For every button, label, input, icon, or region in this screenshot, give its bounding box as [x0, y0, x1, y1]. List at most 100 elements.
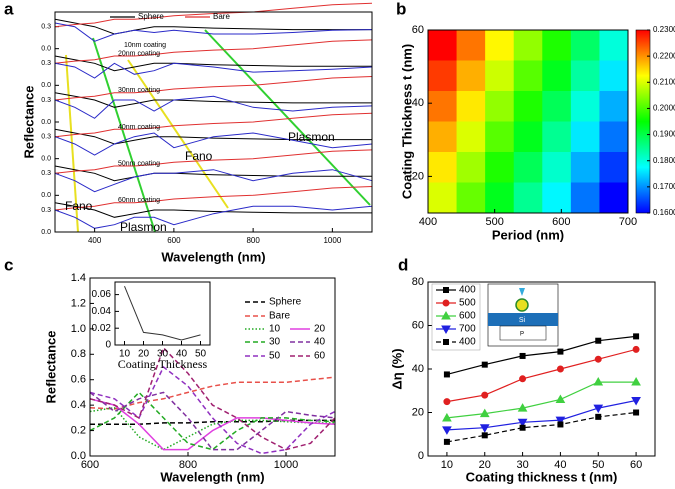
- heat-cell: [542, 60, 572, 92]
- heat-cell: [513, 30, 543, 61]
- line: [54, 95, 373, 119]
- y-axis-label: Δη (%): [389, 348, 404, 389]
- legend-label: 10: [269, 324, 281, 335]
- marker: [595, 413, 602, 420]
- heat-cell: [570, 152, 600, 183]
- marker: [557, 421, 564, 428]
- line: [446, 399, 637, 431]
- heat-cell: [428, 152, 458, 183]
- x-tick-label: 50: [592, 459, 604, 471]
- y-tick-label: 0.0: [71, 450, 86, 462]
- heat-cell: [513, 60, 543, 92]
- panel-label: c: [4, 255, 13, 274]
- panel-label: b: [396, 0, 406, 18]
- si-layer: [488, 313, 558, 326]
- legend-label: 500: [459, 298, 476, 309]
- x-tick-label: 30: [157, 349, 169, 360]
- x-tick-label: 30: [516, 459, 528, 471]
- x-tick-label: 40: [554, 459, 566, 471]
- y-tick-label: 20: [412, 406, 424, 418]
- heat-cell: [570, 91, 600, 122]
- y-tick-label: 0.2: [71, 424, 86, 436]
- marker: [594, 355, 602, 363]
- heat-cell: [428, 30, 458, 61]
- x-tick-label: 700: [619, 216, 637, 228]
- y-tick-label: 0.3: [41, 134, 51, 141]
- line: [89, 365, 336, 455]
- heat-cell: [428, 91, 458, 122]
- y-tick-label: 0: [418, 450, 424, 462]
- marker: [555, 416, 566, 426]
- guide-line: [204, 29, 371, 206]
- marker: [633, 409, 640, 416]
- x-tick-label: 600: [167, 236, 181, 245]
- marker: [441, 325, 451, 335]
- colorbar-label: 0.2300: [653, 25, 675, 34]
- legend-label: Bare: [213, 12, 230, 21]
- legend-label: 30: [269, 337, 281, 348]
- line: [54, 202, 372, 218]
- coating-label: 50nm coating: [118, 161, 160, 168]
- y-tick-label: 0: [105, 340, 111, 351]
- marker: [443, 438, 450, 445]
- marker: [479, 424, 490, 433]
- heat-cell: [599, 121, 629, 153]
- line: [54, 128, 372, 145]
- y-tick-label: 40: [412, 363, 424, 375]
- x-tick-label: 50: [195, 349, 207, 360]
- inset-sublabel: P: [520, 332, 524, 338]
- marker: [519, 375, 527, 383]
- y-tick-label: 0.3: [41, 97, 51, 104]
- line: [54, 55, 372, 72]
- heat-cell: [428, 121, 458, 153]
- x-tick-label: 800: [179, 459, 197, 471]
- heat-cell: [542, 182, 572, 214]
- line: [89, 391, 336, 451]
- heat-cell: [513, 152, 543, 183]
- x-tick-label: 1000: [323, 236, 341, 245]
- line: [54, 39, 373, 64]
- line: [54, 186, 373, 211]
- heat-cell: [485, 91, 515, 122]
- heat-cell: [456, 91, 486, 122]
- line: [54, 2, 373, 28]
- substrate: [499, 325, 547, 341]
- light-arrow: [519, 288, 525, 296]
- line: [54, 149, 373, 174]
- line: [446, 335, 637, 375]
- marker: [442, 426, 452, 435]
- x-tick-label: 20: [479, 459, 491, 471]
- y-tick-label: 0.06: [92, 289, 112, 300]
- legend-label: 600: [459, 311, 476, 322]
- panel-label: a: [4, 0, 14, 18]
- marker: [593, 404, 604, 414]
- line: [89, 391, 336, 451]
- y-tick-label: 0.3: [41, 207, 51, 214]
- inset-x-label: Coating Thickness: [118, 357, 208, 371]
- y-tick-label: 40: [412, 97, 424, 109]
- marker: [555, 394, 566, 403]
- y-tick-label: 1.0: [71, 323, 86, 335]
- marker: [595, 337, 602, 344]
- coating-label: 30nm coating: [118, 87, 160, 94]
- y-tick-label: 0.0: [41, 46, 51, 53]
- marker: [443, 339, 449, 345]
- heat-cell: [570, 30, 600, 61]
- annotation: Fano: [65, 199, 93, 213]
- x-axis-label: Wavelength (nm): [160, 469, 264, 484]
- legend-label: 60: [314, 351, 326, 362]
- y-tick-label: 0.0: [41, 229, 51, 236]
- x-tick-label: 800: [246, 236, 260, 245]
- heat-cell: [599, 30, 629, 61]
- line: [54, 18, 372, 35]
- legend-label: 40: [314, 337, 326, 348]
- x-axis-label: Coating thickness t (nm): [466, 469, 618, 484]
- heat-cell: [456, 182, 486, 214]
- heat-cell: [513, 91, 543, 122]
- legend-label: Sphere: [269, 297, 302, 308]
- annotation: Fano: [185, 149, 213, 163]
- line: [54, 22, 373, 42]
